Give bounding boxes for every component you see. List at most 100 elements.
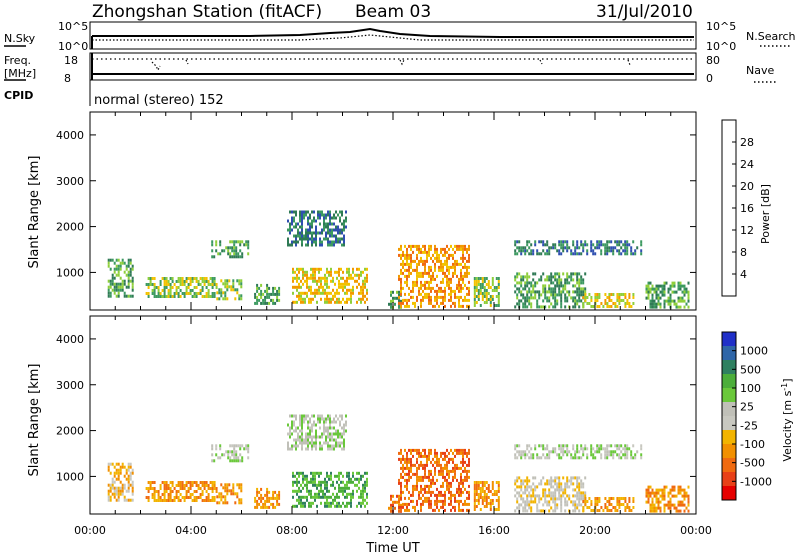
velocity-echo-cell [123,465,126,469]
velocity-echo-cell [406,481,408,485]
power-echo-cell [420,298,422,302]
power-echo-cell [121,282,124,286]
velocity-echo-cell [420,505,422,509]
power-echo-cell [456,286,458,290]
power-echo-cell [458,286,460,290]
power-echo-cell [446,250,448,254]
velocity-echo-cell [360,495,362,499]
power-echo-cell [464,262,466,266]
velocity-echo-cell [550,491,553,495]
power-echo-cell [402,259,404,263]
power-echo-cell [323,216,325,220]
power-echo-cell [333,243,335,247]
velocity-echo-cell [580,456,583,460]
velocity-echo-cell [600,456,603,460]
power-echo-cell [566,272,569,276]
velocity-echo-cell [201,493,204,496]
power-echo-cell [596,296,599,299]
power-echo-cell [493,286,496,289]
power-echo-cell [430,280,432,284]
power-echo-cell [442,265,444,269]
velocity-echo-cell [324,501,326,505]
power-echo-cell [600,243,603,247]
velocity-echo-cell [278,490,281,494]
velocity-echo-cell [195,496,198,499]
power-echo-cell [454,259,456,263]
power-echo-cell [227,249,230,253]
velocity-echo-cell [485,481,488,484]
power-echo-cell [481,280,484,283]
velocity-echo-cell [300,504,302,508]
power-echo-cell [610,246,613,250]
velocity-echo-cell [165,499,168,502]
power-echo-cell [473,298,476,301]
velocity-echo-cell [608,444,611,448]
power-echo-cell [450,304,452,308]
power-echo-cell [542,305,545,309]
power-echo-cell [211,295,214,298]
velocity-echo-cell [315,444,317,448]
power-echo-cell [113,288,116,292]
power-echo-cell [310,291,312,295]
velocity-echo-cell [360,474,362,478]
power-echo-cell [687,296,690,300]
velocity-echo-cell [657,503,660,507]
velocity-echo-cell [247,456,250,460]
power-echo-cell [191,277,194,280]
velocity-echo-cell [203,484,206,487]
x-tick-label: 00:00 [74,524,106,537]
velocity-echo-cell [175,490,178,493]
velocity-echo-cell [434,448,436,452]
velocity-echo-cell [147,490,150,493]
power-echo-cell [673,302,676,306]
power-echo-cell [466,259,468,263]
power-echo-cell [564,284,567,288]
power-echo-cell [487,286,490,289]
velocity-echo-cell [422,502,424,506]
velocity-echo-cell [336,501,338,505]
power-echo-cell [302,291,304,295]
velocity-echo-cell [442,457,444,461]
power-echo-cell [291,222,293,226]
power-echo-cell [550,287,553,291]
velocity-echo-cell [326,498,328,502]
power-colorbar-tick-label: 8 [740,246,747,259]
power-echo-cell [220,288,223,292]
power-echo-cell [446,280,448,284]
power-echo-cell [442,295,444,299]
power-echo-cell [189,277,192,280]
velocity-echo-cell [540,479,543,483]
velocity-echo-cell [422,475,424,479]
velocity-echo-cell [450,508,452,512]
power-echo-cell [536,305,539,309]
power-echo-cell [195,286,198,289]
power-echo-cell [647,293,650,297]
velocity-echo-cell [628,447,631,451]
power-echo-cell [195,295,198,298]
power-echo-cell [420,274,422,278]
power-echo-cell [532,272,535,276]
power-echo-cell [679,287,682,291]
power-echo-cell [358,276,360,280]
velocity-echo-cell [489,508,492,511]
velocity-echo-cell [679,485,682,489]
velocity-echo-cell [462,463,464,467]
power-echo-cell [580,287,583,291]
power-echo-cell [332,288,334,292]
power-echo-cell [211,292,214,295]
power-echo-cell [215,243,218,247]
velocity-echo-cell [491,481,494,484]
velocity-echo-cell [400,481,402,485]
velocity-echo-cell [350,480,352,484]
power-echo-cell [400,277,402,281]
nsearch-tick-top: 10^5 [706,20,736,33]
power-echo-cell [276,289,279,293]
velocity-echo-cell [107,462,110,466]
velocity-echo-cell [489,490,492,493]
velocity-echo-cell [388,506,390,510]
power-echo-cell [327,240,329,244]
velocity-echo-cell [426,463,428,467]
power-echo-cell [390,305,392,309]
power-echo-cell [240,294,243,298]
power-echo-cell [256,283,259,287]
